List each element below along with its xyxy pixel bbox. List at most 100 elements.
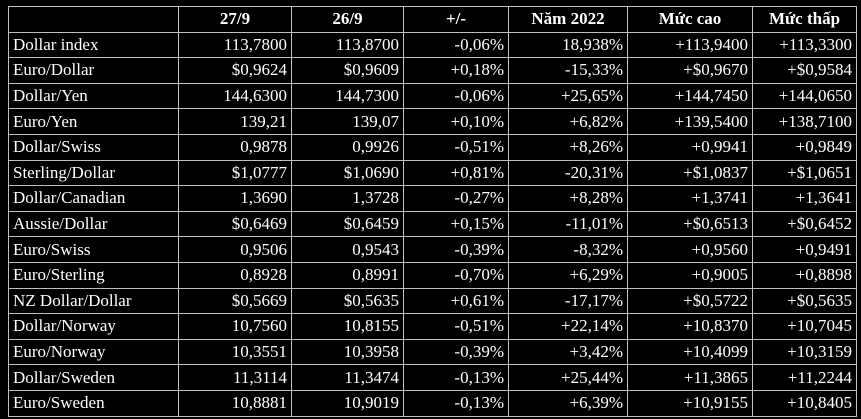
cell-pair: Sterling/Dollar xyxy=(8,159,179,187)
cell-year-2022: -17,17% xyxy=(508,287,628,315)
cell-27-9: 0,9878 xyxy=(178,133,292,161)
cell-year-2022: 18,938% xyxy=(508,31,628,59)
exchange-rate-table: 27/9 26/9 +/- Năm 2022 Mức cao Mức thấp … xyxy=(8,6,857,417)
cell-low: +0,8898 xyxy=(752,261,857,289)
cell-high: +$0,5722 xyxy=(627,287,753,315)
cell-27-9: 139,21 xyxy=(178,108,292,135)
cell-high: +0,9560 xyxy=(627,236,753,263)
cell-year-2022: -8,32% xyxy=(508,236,628,263)
cell-low: +1,3641 xyxy=(752,185,857,212)
cell-high: +113,9400 xyxy=(627,31,753,59)
cell-year-2022: -15,33% xyxy=(508,57,628,84)
cell-high: +0,9941 xyxy=(627,133,753,161)
cell-year-2022: +25,44% xyxy=(508,364,628,391)
cell-low: +$1,0651 xyxy=(752,159,857,187)
header-row: 27/9 26/9 +/- Năm 2022 Mức cao Mức thấp xyxy=(8,6,857,33)
table-row: Dollar/Norway 10,7560 10,8155 -0,51% +22… xyxy=(8,313,857,340)
table-row: Euro/Yen 139,21 139,07 +0,10% +6,82% +13… xyxy=(8,108,857,135)
cell-26-9: 11,3474 xyxy=(291,364,404,391)
table-body: Dollar index 113,7800 113,8700 -0,06% 18… xyxy=(8,31,857,417)
cell-low: +11,2244 xyxy=(752,364,857,391)
cell-change: +0,10% xyxy=(403,108,509,135)
header-change: +/- xyxy=(403,6,509,33)
cell-pair: Euro/Sterling xyxy=(8,261,179,289)
cell-change: +0,61% xyxy=(403,287,509,315)
cell-year-2022: -20,31% xyxy=(508,159,628,187)
cell-pair: Dollar/Yen xyxy=(8,82,179,110)
cell-27-9: 10,8881 xyxy=(178,389,292,417)
cell-change: -0,06% xyxy=(403,31,509,59)
cell-change: +0,81% xyxy=(403,159,509,187)
cell-year-2022: +22,14% xyxy=(508,313,628,340)
cell-high: +$1,0837 xyxy=(627,159,753,187)
cell-change: -0,70% xyxy=(403,261,509,289)
cell-26-9: 144,7300 xyxy=(291,82,404,110)
cell-pair: Euro/Norway xyxy=(8,338,179,366)
cell-high: +144,7450 xyxy=(627,82,753,110)
cell-26-9: 0,9543 xyxy=(291,236,404,263)
table-row: Euro/Dollar $0,9624 $0,9609 +0,18% -15,3… xyxy=(8,57,857,84)
cell-change: -0,39% xyxy=(403,338,509,366)
table-row: Dollar/Canadian 1,3690 1,3728 -0,27% +8,… xyxy=(8,185,857,212)
cell-change: -0,27% xyxy=(403,185,509,212)
cell-27-9: 10,7560 xyxy=(178,313,292,340)
header-year-2022: Năm 2022 xyxy=(508,6,628,33)
cell-year-2022: +8,26% xyxy=(508,133,628,161)
cell-27-9: $0,9624 xyxy=(178,57,292,84)
cell-27-9: 0,9506 xyxy=(178,236,292,263)
cell-27-9: 1,3690 xyxy=(178,185,292,212)
cell-high: +0,9005 xyxy=(627,261,753,289)
table-row: Sterling/Dollar $1,0777 $1,0690 +0,81% -… xyxy=(8,159,857,187)
cell-change: +0,15% xyxy=(403,210,509,238)
cell-low: +0,9491 xyxy=(752,236,857,263)
cell-27-9: $1,0777 xyxy=(178,159,292,187)
cell-26-9: 139,07 xyxy=(291,108,404,135)
cell-low: +$0,6452 xyxy=(752,210,857,238)
cell-year-2022: +6,82% xyxy=(508,108,628,135)
cell-low: +138,7100 xyxy=(752,108,857,135)
cell-change: -0,51% xyxy=(403,313,509,340)
cell-low: +10,7045 xyxy=(752,313,857,340)
cell-pair: Euro/Dollar xyxy=(8,57,179,84)
cell-year-2022: +8,28% xyxy=(508,185,628,212)
table-row: Aussie/Dollar $0,6469 $0,6459 +0,15% -11… xyxy=(8,210,857,238)
cell-pair: Dollar/Norway xyxy=(8,313,179,340)
cell-low: +10,3159 xyxy=(752,338,857,366)
cell-26-9: $1,0690 xyxy=(291,159,404,187)
header-low: Mức thấp xyxy=(752,6,857,33)
cell-27-9: 144,6300 xyxy=(178,82,292,110)
cell-change: +0,18% xyxy=(403,57,509,84)
cell-27-9: 113,7800 xyxy=(178,31,292,59)
cell-change: -0,39% xyxy=(403,236,509,263)
table-row: NZ Dollar/Dollar $0,5669 $0,5635 +0,61% … xyxy=(8,287,857,315)
header-date-26-9: 26/9 xyxy=(291,6,404,33)
cell-year-2022: +6,29% xyxy=(508,261,628,289)
cell-26-9: 0,8991 xyxy=(291,261,404,289)
cell-year-2022: +6,39% xyxy=(508,389,628,417)
table-row: Euro/Norway 10,3551 10,3958 -0,39% +3,42… xyxy=(8,338,857,366)
cell-pair: Dollar/Canadian xyxy=(8,185,179,212)
cell-change: -0,51% xyxy=(403,133,509,161)
cell-27-9: 11,3114 xyxy=(178,364,292,391)
cell-pair: Euro/Yen xyxy=(8,108,179,135)
table-row: Dollar/Swiss 0,9878 0,9926 -0,51% +8,26%… xyxy=(8,133,857,161)
cell-26-9: 113,8700 xyxy=(291,31,404,59)
cell-low: +144,0650 xyxy=(752,82,857,110)
cell-high: +139,5400 xyxy=(627,108,753,135)
cell-year-2022: +25,65% xyxy=(508,82,628,110)
cell-26-9: 10,8155 xyxy=(291,313,404,340)
cell-pair: Euro/Swiss xyxy=(8,236,179,263)
cell-27-9: 10,3551 xyxy=(178,338,292,366)
header-date-27-9: 27/9 xyxy=(178,6,292,33)
cell-high: +10,9155 xyxy=(627,389,753,417)
cell-change: -0,13% xyxy=(403,389,509,417)
header-pair xyxy=(8,6,179,33)
cell-pair: NZ Dollar/Dollar xyxy=(8,287,179,315)
cell-high: +10,4099 xyxy=(627,338,753,366)
cell-high: +$0,6513 xyxy=(627,210,753,238)
cell-low: +113,3300 xyxy=(752,31,857,59)
cell-pair: Dollar/Sweden xyxy=(8,364,179,391)
cell-pair: Aussie/Dollar xyxy=(8,210,179,238)
table-row: Dollar/Sweden 11,3114 11,3474 -0,13% +25… xyxy=(8,364,857,391)
cell-high: +10,8370 xyxy=(627,313,753,340)
